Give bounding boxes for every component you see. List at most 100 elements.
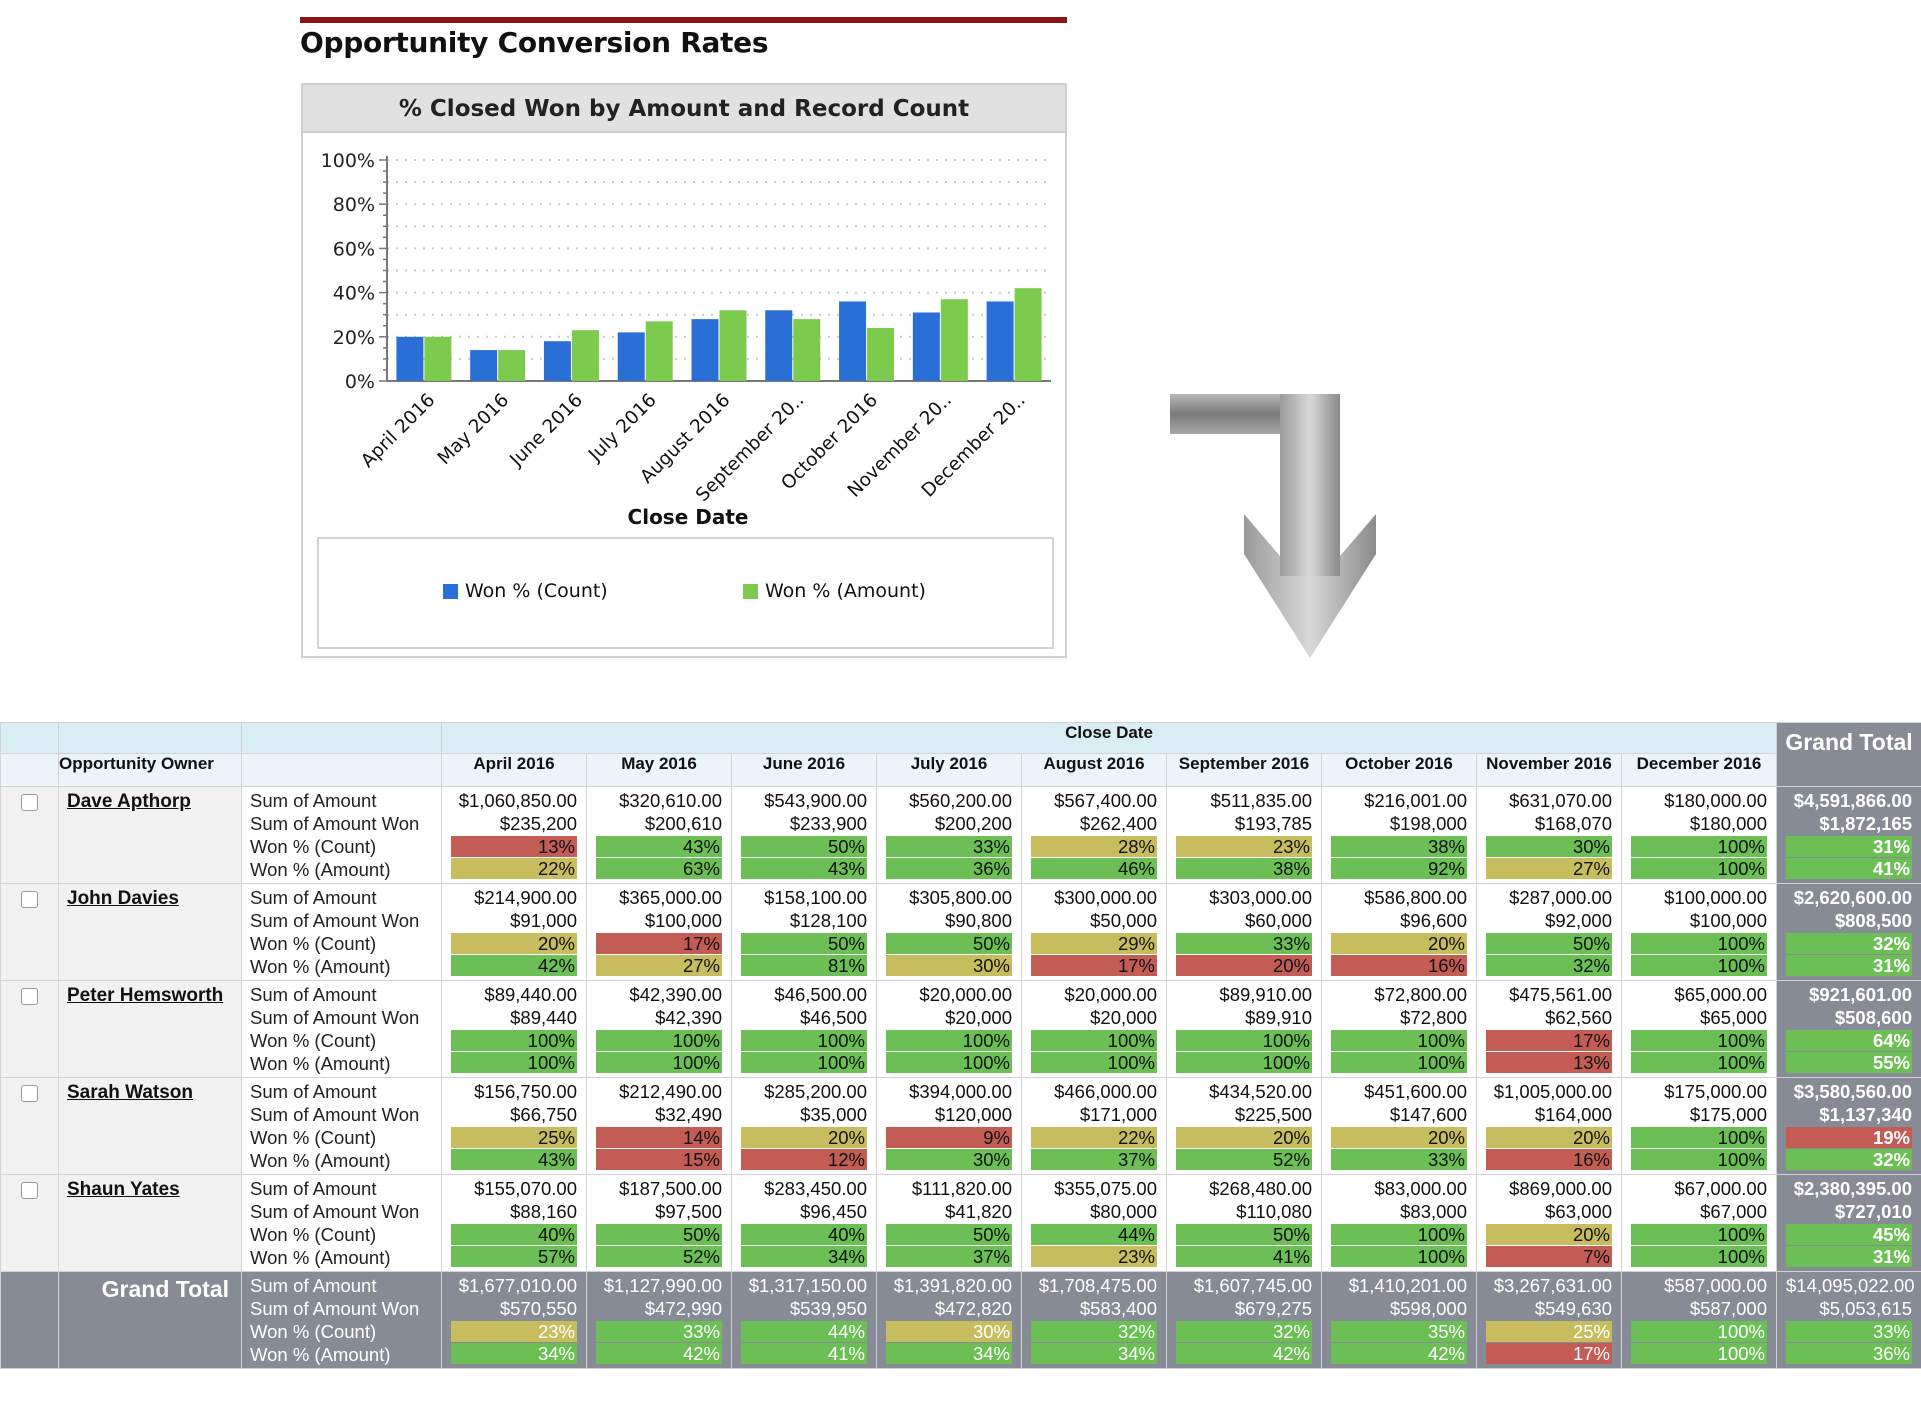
metric-label: Won % (Count) [250,1321,377,1342]
metric-label: Won % (Amount) [250,1053,391,1074]
month-header[interactable]: May 2016 [586,753,732,787]
owner-grand-total-cell: $921,601.00 $508,600 64% 55% [1776,980,1921,1078]
won-pct-amount: 34% [886,1343,1012,1364]
sum-of-amount-won: $225,500 [1234,1104,1312,1125]
won-pct-amount: 43% [741,858,867,879]
owner-link[interactable]: Sarah Watson [67,1082,193,1103]
month-header[interactable]: September 2016 [1166,753,1322,787]
row-checkbox[interactable] [21,988,38,1005]
bar-count [396,336,424,381]
bar-count [912,312,940,381]
sum-of-amount: $567,400.00 [1054,790,1157,811]
legend-swatch-amount [743,583,758,599]
row-checkbox[interactable] [21,891,38,908]
grand-total-month-cell: $1,391,820.00 $472,820 30% 34% [876,1271,1022,1369]
sum-of-amount: $631,070.00 [1509,790,1612,811]
row-select-cell [0,980,59,1078]
won-pct-amount: 100% [1176,1052,1312,1073]
won-pct-amount: 41% [1176,1246,1312,1267]
opportunity-owner-header[interactable]: Opportunity Owner [58,753,242,787]
metric-label: Sum of Amount Won [250,910,420,931]
sum-of-amount: $46,500.00 [774,984,867,1005]
won-pct-count: 100% [1331,1030,1467,1051]
won-pct-count: 30% [1486,836,1612,857]
metric-label: Sum of Amount Won [250,813,420,834]
won-pct-amount: 37% [886,1246,1012,1267]
month-value-cell: $111,820.00 $41,820 50% 37% [876,1174,1022,1272]
sum-of-amount: $451,600.00 [1364,1081,1467,1102]
month-header[interactable]: December 2016 [1621,753,1777,787]
owner-link[interactable]: Dave Apthorp [67,791,191,812]
month-header[interactable]: April 2016 [441,753,587,787]
won-pct-amount: 52% [596,1246,722,1267]
won-pct-amount: 42% [451,955,577,976]
won-pct-count: 100% [1631,1321,1767,1342]
won-pct-amount: 92% [1331,858,1467,879]
sum-of-amount: $4,591,866.00 [1793,790,1912,811]
sum-of-amount: $475,561.00 [1509,984,1612,1005]
sum-of-amount: $42,390.00 [629,984,722,1005]
sum-of-amount: $89,440.00 [484,984,577,1005]
month-value-cell: $365,000.00 $100,000 17% 27% [586,883,732,981]
owner-link[interactable]: John Davies [67,888,179,909]
month-value-cell: $451,600.00 $147,600 20% 33% [1321,1077,1477,1175]
owner-cell: Peter Hemsworth [58,980,242,1078]
month-value-cell: $180,000.00 $180,000 100% 100% [1621,786,1777,884]
won-pct-count: 17% [1486,1030,1612,1051]
sum-of-amount-won: $472,990 [644,1298,722,1319]
row-select-cell [0,786,59,884]
won-pct-amount: 100% [1631,955,1767,976]
month-header[interactable]: November 2016 [1476,753,1622,787]
sum-of-amount: $212,490.00 [619,1081,722,1102]
won-pct-count: 30% [886,1321,1012,1342]
month-header[interactable]: August 2016 [1021,753,1167,787]
sum-of-amount: $283,450.00 [764,1178,867,1199]
sum-of-amount: $67,000.00 [1674,1178,1767,1199]
month-value-cell: $89,440.00 $89,440 100% 100% [441,980,587,1078]
owner-link[interactable]: Peter Hemsworth [67,985,224,1006]
metric-labels: Sum of Amount Sum of Amount Won Won % (Cou… [241,1271,442,1369]
sum-of-amount: $1,317,150.00 [748,1275,867,1296]
metric-labels: Sum of Amount Sum of Amount Won Won % (Cou… [241,786,442,884]
won-pct-count: 40% [741,1224,867,1245]
month-value-cell: $869,000.00 $63,000 20% 7% [1476,1174,1622,1272]
month-header[interactable]: October 2016 [1321,753,1477,787]
sum-of-amount-won: $472,820 [934,1298,1012,1319]
sum-of-amount-won: $96,600 [1400,910,1467,931]
legend-label-amount: Won % (Amount) [765,580,926,602]
close-date-group-header[interactable]: Close Date [441,722,1777,754]
sum-of-amount: $20,000.00 [1064,984,1157,1005]
won-pct-amount: 7% [1486,1246,1612,1267]
won-pct-count: 23% [451,1321,577,1342]
row-checkbox[interactable] [21,1085,38,1102]
sum-of-amount: $20,000.00 [919,984,1012,1005]
won-pct-amount: 41% [1786,858,1912,879]
sum-of-amount-won: $128,100 [789,910,867,931]
sum-of-amount-won: $539,950 [789,1298,867,1319]
sum-of-amount-won: $808,500 [1834,910,1912,931]
sum-of-amount: $434,520.00 [1209,1081,1312,1102]
bar-amount [719,310,747,381]
won-pct-amount: 27% [596,955,722,976]
won-pct-amount: 33% [1331,1149,1467,1170]
bar-count [617,332,645,381]
row-checkbox[interactable] [21,1182,38,1199]
grand-total-column-header[interactable]: Grand Total [1776,722,1921,787]
won-pct-amount: 100% [1631,1246,1767,1267]
won-pct-amount: 100% [1331,1052,1467,1073]
sum-of-amount-won: $63,000 [1545,1201,1612,1222]
report-title: Opportunity Conversion Rates [300,26,769,59]
sum-of-amount: $365,000.00 [619,887,722,908]
month-value-cell: $434,520.00 $225,500 20% 52% [1166,1077,1322,1175]
month-header[interactable]: July 2016 [876,753,1022,787]
month-header[interactable]: June 2016 [731,753,877,787]
month-value-cell: $83,000.00 $83,000 100% 100% [1321,1174,1477,1272]
won-pct-count: 35% [1331,1321,1467,1342]
header-blank [241,722,442,754]
month-value-cell: $560,200.00 $200,200 33% 36% [876,786,1022,884]
row-checkbox[interactable] [21,794,38,811]
sum-of-amount-won: $193,785 [1234,813,1312,834]
owner-link[interactable]: Shaun Yates [67,1179,180,1200]
month-value-cell: $287,000.00 $92,000 50% 32% [1476,883,1622,981]
month-value-cell: $216,001.00 $198,000 38% 92% [1321,786,1477,884]
